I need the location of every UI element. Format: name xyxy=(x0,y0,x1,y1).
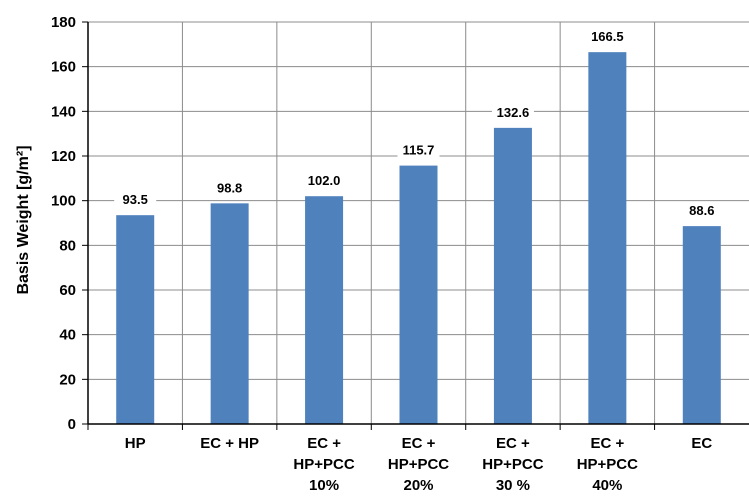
x-tick-label: EC + HP+PCC 30 % xyxy=(482,435,543,492)
data-label-bg xyxy=(303,173,346,190)
x-tick-label-line: EC + xyxy=(307,435,341,452)
data-label-bg xyxy=(586,29,629,46)
y-tick-label: 160 xyxy=(51,59,76,76)
bar xyxy=(682,226,721,424)
y-tick-label: 80 xyxy=(59,237,76,254)
bar xyxy=(116,215,155,424)
data-label-bg xyxy=(114,192,157,209)
x-tick-label: EC + HP+PCC 10% xyxy=(293,435,354,492)
y-axis-title: Basis Weight [g/m²] xyxy=(15,145,32,294)
data-label: 98.8 xyxy=(217,180,242,195)
x-tick-label-line: EC + HP xyxy=(200,435,259,452)
data-label: 93.5 xyxy=(123,192,148,207)
x-tick-label: HP xyxy=(125,435,146,452)
y-tick-label: 40 xyxy=(59,327,76,344)
x-tick-label: EC + HP xyxy=(200,435,259,452)
x-tick-label-line: EC + xyxy=(590,435,624,452)
x-tick-label-line: 10% xyxy=(309,477,339,492)
x-tick-label: EC + HP+PCC 20% xyxy=(388,435,449,492)
y-tick-label: 0 xyxy=(68,416,76,433)
label-layer: 0 20 40 60 80 100 120 140 160 180 93.5 HP 98.8 EC + H… xyxy=(51,14,723,494)
bar xyxy=(305,196,344,424)
y-tick-label: 20 xyxy=(59,371,76,388)
data-label: 166.5 xyxy=(591,29,624,44)
x-tick-label-line: 30 % xyxy=(496,477,530,492)
x-tick-label-line: 20% xyxy=(403,477,433,492)
x-tick-label-line: HP+PCC xyxy=(293,456,354,473)
y-tick-label: 120 xyxy=(51,148,76,165)
bar xyxy=(493,127,532,425)
x-tick-label: EC + HP+PCC 40% xyxy=(577,435,638,492)
bar xyxy=(588,52,627,425)
data-label: 102.0 xyxy=(308,173,341,188)
data-label-bg xyxy=(491,104,534,121)
x-tick-label-line: 40% xyxy=(592,477,622,492)
y-tick-label: 100 xyxy=(51,193,76,210)
x-tick-label-line: EC + xyxy=(402,435,436,452)
x-tick-label-line: EC + xyxy=(496,435,530,452)
bar xyxy=(399,165,438,424)
x-tick-label-line: EC xyxy=(691,435,712,452)
x-tick-label-line: HP+PCC xyxy=(577,456,638,473)
data-label: 115.7 xyxy=(403,143,435,158)
bar-layer xyxy=(116,52,721,425)
y-tick-label: 180 xyxy=(51,14,76,31)
bar xyxy=(210,203,249,424)
axis-layer xyxy=(82,21,749,430)
data-label: 132.6 xyxy=(497,105,530,120)
x-tick-label-line: HP+PCC xyxy=(388,456,449,473)
data-label-bg xyxy=(680,203,723,220)
y-tick-label: 60 xyxy=(59,282,76,299)
x-tick-label: EC xyxy=(691,435,712,452)
x-tick-label-line: HP xyxy=(125,435,146,452)
y-tick-label: 140 xyxy=(51,103,76,120)
data-label-bg xyxy=(208,180,251,197)
x-tick-label-line: HP+PCC xyxy=(482,456,543,473)
data-label: 88.6 xyxy=(689,203,714,218)
data-label-bg xyxy=(397,142,440,159)
